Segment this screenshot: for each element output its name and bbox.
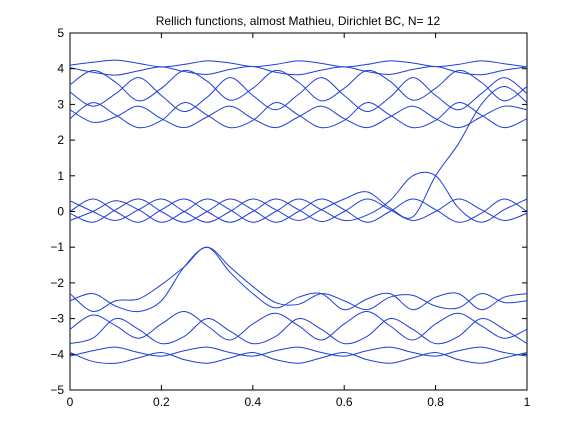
- y-tick-label: −4: [50, 347, 64, 361]
- curve-group: [69, 59, 528, 364]
- y-tick-label: 5: [57, 26, 64, 40]
- chart-title: Rellich functions, almost Mathieu, Diric…: [156, 14, 441, 28]
- series-line-16: [69, 171, 528, 223]
- series-line-7: [69, 198, 528, 223]
- y-tick-label: 2: [57, 133, 64, 147]
- y-tick-label: −2: [50, 276, 64, 290]
- series-line-13: [69, 346, 528, 357]
- series-line-14: [69, 352, 528, 364]
- series-line-1: [69, 59, 528, 68]
- series-line-12: [69, 317, 528, 345]
- y-tick-label: 1: [57, 169, 64, 183]
- y-tick-label: −1: [50, 240, 64, 254]
- y-tick-label: 0: [57, 205, 64, 219]
- series-line-15: [69, 86, 528, 223]
- series-line-11: [69, 310, 528, 341]
- x-tick-label: 0.6: [336, 395, 353, 409]
- x-tick-label: 1: [524, 395, 531, 409]
- series-line-4: [69, 77, 528, 113]
- y-tick-label: 3: [57, 97, 64, 111]
- x-axis: 0 0.2 0.4 0.6 0.8 1: [67, 33, 531, 409]
- x-tick-label: 0.4: [244, 395, 261, 409]
- y-tick-label: −3: [50, 312, 64, 326]
- series-line-5: [69, 102, 528, 129]
- y-tick-label: 4: [57, 62, 64, 76]
- y-axis: −5 −4 −3 −2 −1 0 1 2 3 4 5: [50, 26, 527, 397]
- x-tick-label: 0.8: [427, 395, 444, 409]
- y-tick-label: −5: [50, 383, 64, 397]
- series-line-8: [69, 198, 528, 223]
- series-line-3: [69, 69, 528, 102]
- x-tick-label: 0.2: [153, 395, 170, 409]
- series-line-9: [69, 246, 528, 312]
- x-tick-label: 0: [67, 395, 74, 409]
- series-line-6: [69, 105, 528, 129]
- series-line-2: [69, 65, 528, 76]
- series-line-10: [69, 246, 528, 313]
